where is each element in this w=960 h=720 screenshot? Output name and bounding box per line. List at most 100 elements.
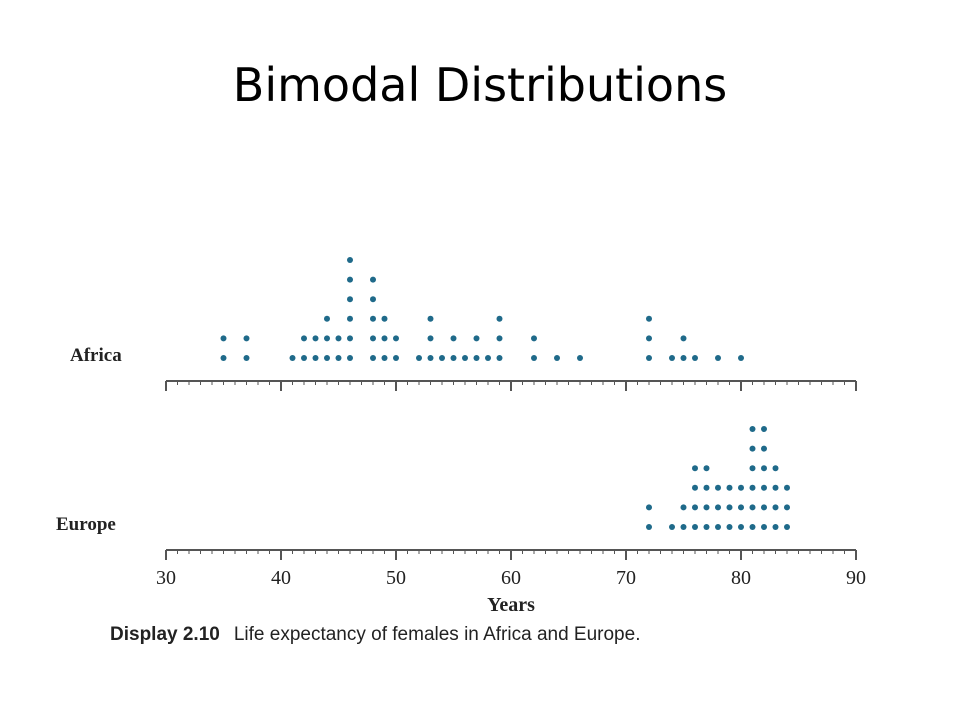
europe-dot: [726, 484, 733, 491]
africa-dot: [347, 315, 353, 322]
x-tick-label: 80: [731, 567, 751, 589]
africa-dot: [324, 335, 330, 342]
africa-dot: [692, 355, 698, 361]
africa-dot: [554, 355, 560, 361]
africa-dot: [301, 355, 307, 361]
africa-dot: [347, 335, 353, 342]
europe-dot: [761, 504, 767, 511]
africa-dot: [496, 355, 503, 361]
africa-dot: [680, 355, 687, 361]
europe-axis: [165, 549, 857, 560]
europe-dot: [646, 524, 652, 530]
africa-dot: [381, 315, 388, 322]
africa-dot: [427, 355, 434, 361]
europe-dot: [680, 504, 687, 511]
europe-dot: [749, 465, 756, 472]
africa-dot: [324, 315, 330, 322]
africa-dot: [646, 335, 652, 342]
europe-dot: [692, 484, 698, 491]
europe-dot: [761, 484, 767, 491]
africa-dot: [427, 315, 434, 322]
europe-dot: [703, 465, 710, 472]
dot-plot-chart: Africa Europe 30 40 50 60 70 80 90 Years: [56, 257, 866, 616]
europe-dot: [761, 524, 767, 530]
europe-dot: [692, 465, 698, 472]
africa-dot: [347, 276, 353, 283]
europe-dot: [726, 504, 733, 511]
africa-dots: [220, 257, 744, 361]
europe-dot: [784, 524, 790, 530]
africa-dot: [646, 355, 652, 361]
europe-dot: [692, 524, 698, 530]
africa-dot: [462, 355, 468, 361]
europe-dot: [726, 524, 733, 530]
africa-dot: [416, 355, 422, 361]
africa-dot: [312, 355, 319, 361]
europe-dot: [669, 524, 675, 530]
africa-dot: [301, 335, 307, 342]
europe-dot: [715, 504, 721, 511]
africa-dot: [220, 335, 227, 342]
europe-dot: [703, 504, 710, 511]
row-label-europe: Europe: [56, 514, 116, 535]
africa-dot: [289, 355, 296, 361]
africa-dot: [370, 296, 376, 303]
europe-dot: [761, 426, 767, 432]
africa-dot: [531, 355, 537, 361]
africa-dot: [381, 355, 388, 361]
x-tick-label: 70: [616, 567, 636, 589]
africa-axis: [165, 380, 857, 391]
europe-dot: [784, 504, 790, 511]
africa-dot: [715, 355, 721, 361]
europe-dot: [715, 484, 721, 491]
africa-dot: [531, 335, 537, 342]
europe-dot: [680, 524, 687, 530]
x-tick-labels: 30 40 50 60 70 80 90: [156, 567, 866, 589]
africa-dot: [393, 335, 399, 342]
africa-dot: [347, 257, 353, 263]
x-tick-label: 60: [501, 567, 521, 589]
europe-dot: [772, 524, 779, 530]
europe-dot: [738, 524, 744, 530]
europe-dot: [761, 465, 767, 472]
africa-dot: [427, 335, 434, 342]
africa-dot: [450, 355, 457, 361]
africa-dot: [393, 355, 399, 361]
europe-dot: [692, 504, 698, 511]
europe-dot: [772, 484, 779, 491]
africa-dot: [496, 335, 503, 342]
africa-dot: [335, 335, 342, 342]
x-axis-title: Years: [487, 594, 535, 616]
x-tick-label: 40: [271, 567, 291, 589]
caption-text: Life expectancy of females in Africa and…: [233, 624, 641, 645]
x-tick-label: 30: [156, 567, 176, 589]
caption-label: Display 2.10: [110, 624, 220, 645]
europe-dot: [772, 465, 779, 472]
europe-dot: [772, 504, 779, 511]
africa-dot: [473, 355, 480, 361]
europe-dot: [749, 524, 756, 530]
africa-dot: [680, 335, 687, 342]
europe-dot: [715, 524, 721, 530]
africa-dot: [370, 335, 376, 342]
africa-dot: [669, 355, 675, 361]
africa-dot: [577, 355, 583, 361]
europe-dots: [646, 426, 790, 530]
europe-dot: [646, 504, 652, 511]
africa-dot: [485, 355, 491, 361]
x-tick-label: 90: [846, 567, 866, 589]
africa-dot: [370, 315, 376, 322]
x-tick-label: 50: [386, 567, 406, 589]
africa-dot: [738, 355, 744, 361]
africa-dot: [243, 335, 250, 342]
slide-title: Bimodal Distributions: [232, 58, 728, 112]
europe-dot: [784, 484, 790, 491]
europe-dot: [703, 524, 710, 530]
africa-dot: [370, 276, 376, 283]
europe-dot: [749, 484, 756, 491]
figure-caption: Display 2.10 Life expectancy of females i…: [110, 624, 640, 646]
europe-dot: [703, 484, 710, 491]
africa-dot: [646, 315, 652, 322]
africa-dot: [312, 335, 319, 342]
europe-dot: [738, 504, 744, 511]
